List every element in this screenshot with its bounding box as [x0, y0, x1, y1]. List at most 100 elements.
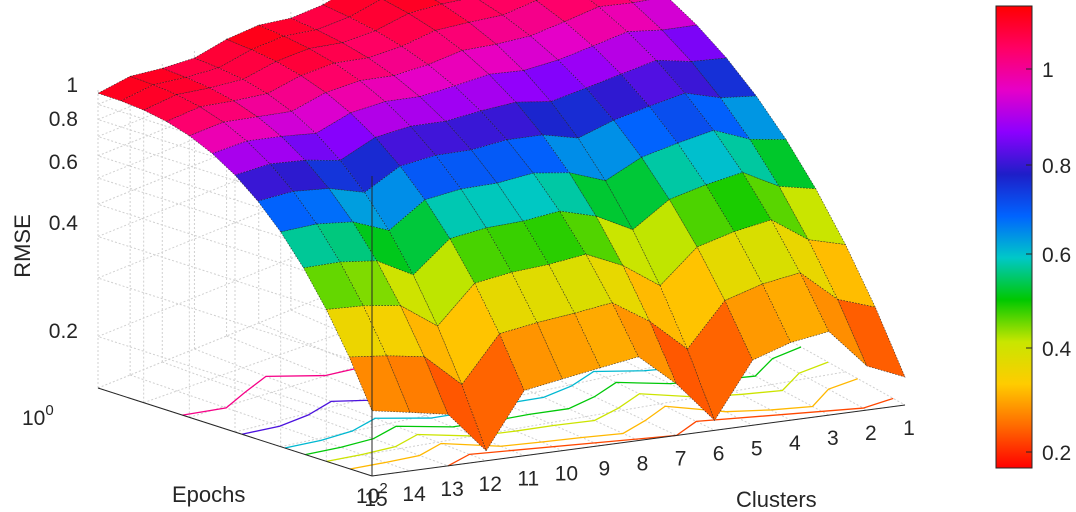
surface-patch: [585, 253, 651, 323]
surface-patch: [541, 134, 607, 182]
surface-patch: [325, 80, 386, 114]
colorbar: 0.2 0.4 0.6 0.8 1: [995, 5, 1072, 469]
surface-patch: [460, 182, 524, 229]
surface-patch: [437, 282, 500, 386]
surface-patch: [474, 271, 538, 335]
cluster-tick-6: 6: [713, 442, 725, 465]
surface-patch: [222, 116, 283, 142]
cluster-axis-line: [371, 404, 906, 477]
surface-patch: [218, 49, 277, 80]
grid-line: [129, 374, 411, 472]
surface-patch: [502, 0, 566, 37]
surface-patch: [246, 136, 306, 165]
surface-patch: [495, 35, 559, 71]
surface-patch: [577, 119, 643, 182]
z-tick-0: 0.2: [49, 320, 78, 343]
surface-patch: [496, 172, 561, 222]
surface-patch: [401, 30, 463, 65]
surface-patch: [199, 100, 259, 123]
surface-patch: [291, 92, 352, 134]
surface-patch: [799, 272, 868, 367]
surface-patch: [585, 73, 650, 121]
surface-patch: [322, 0, 381, 18]
surface-patch: [292, 188, 354, 225]
surface-patch: [713, 129, 780, 187]
z-tick-4: 1: [66, 74, 78, 97]
surface-patch: [515, 101, 579, 139]
floor-contour: [447, 397, 894, 467]
colorbar-gradient: [995, 5, 1033, 469]
surface-patch: [129, 67, 188, 86]
surface-patch: [461, 333, 525, 452]
cluster-tick-4: 4: [789, 432, 801, 455]
surface-patch: [275, 48, 336, 76]
surface-patch: [280, 133, 341, 161]
cluster-tick-14: 14: [402, 483, 426, 506]
surface-patch: [350, 101, 412, 138]
cluster-tick-7: 7: [675, 447, 687, 470]
cluster-tick-8: 8: [637, 453, 649, 476]
surface-patch: [257, 191, 318, 233]
surface-patch: [449, 227, 513, 284]
cluster-tick-1: 1: [903, 417, 915, 440]
surface-patch: [762, 272, 830, 343]
colorbar-tick-2: 0.6: [1042, 244, 1071, 267]
surface-patch: [684, 92, 751, 140]
surface-patch: [303, 261, 364, 310]
surface-patch: [641, 142, 707, 200]
surface-patch: [348, 355, 411, 413]
surface-patch: [384, 96, 447, 127]
surface-patch: [209, 78, 269, 102]
surface-patch: [161, 57, 220, 78]
cluster-tick-11: 11: [517, 468, 539, 491]
cluster-axis-ticks: 15 14 13 12 11 10 9 8 7 6 5 4 3 2 1: [364, 417, 915, 511]
cluster-tick-2: 2: [865, 422, 877, 445]
surface-patch: [120, 84, 178, 111]
floor-contour: [350, 378, 859, 470]
cluster-tick-13: 13: [440, 478, 463, 501]
floor-contour: [326, 361, 829, 463]
surface-patch: [339, 136, 401, 193]
surface-patch: [341, 30, 403, 59]
z-tick-3: 0.8: [49, 108, 78, 131]
epoch-axis-line: [97, 387, 373, 477]
surface-patch: [333, 57, 395, 81]
surface-patch: [165, 106, 225, 137]
surface-patch: [376, 260, 439, 327]
axes-box: [97, 176, 906, 477]
surface-patch: [659, 246, 726, 350]
epoch-axis-label: Epochs: [172, 482, 245, 507]
surface-patch: [837, 298, 906, 378]
surface-patch: [359, 75, 421, 102]
surface-patch: [677, 129, 744, 186]
colorbar-tick-0: 0.2: [1042, 442, 1071, 465]
surface-patch: [589, 0, 634, 8]
surface-patch: [807, 239, 876, 308]
rmse-surface: [97, 0, 906, 452]
colorbar-tick-3: 0.8: [1042, 155, 1071, 178]
epoch-axis-ticks: 100 102: [22, 402, 388, 508]
surface-patch: [143, 94, 201, 122]
surface-patch: [499, 322, 563, 391]
surface-patch: [367, 45, 429, 76]
colorbar-tick-1: 0.4: [1042, 338, 1072, 361]
surface-patch: [283, 29, 344, 49]
cluster-axis-label: Clusters: [736, 487, 817, 512]
surface-patch: [598, 2, 663, 33]
surface-patch: [383, 0, 443, 14]
cluster-tick-5: 5: [751, 437, 763, 460]
surface-patch: [266, 75, 327, 112]
z-axis-ticks: 0.2 0.4 0.6 0.8 1: [49, 74, 79, 343]
cluster-tick-3: 3: [827, 427, 839, 450]
surface-patch: [611, 302, 678, 385]
z-tick-1: 0.4: [49, 212, 79, 235]
z-axis-label: RMSE: [10, 214, 35, 278]
cluster-tick-10: 10: [555, 463, 578, 486]
surface-patch: [364, 165, 426, 231]
surface-patch: [690, 57, 757, 99]
surface-patch: [434, 0, 463, 5]
surface-patch: [628, 0, 650, 4]
surface-patch: [348, 0, 410, 31]
z-tick-2: 0.6: [49, 151, 78, 174]
